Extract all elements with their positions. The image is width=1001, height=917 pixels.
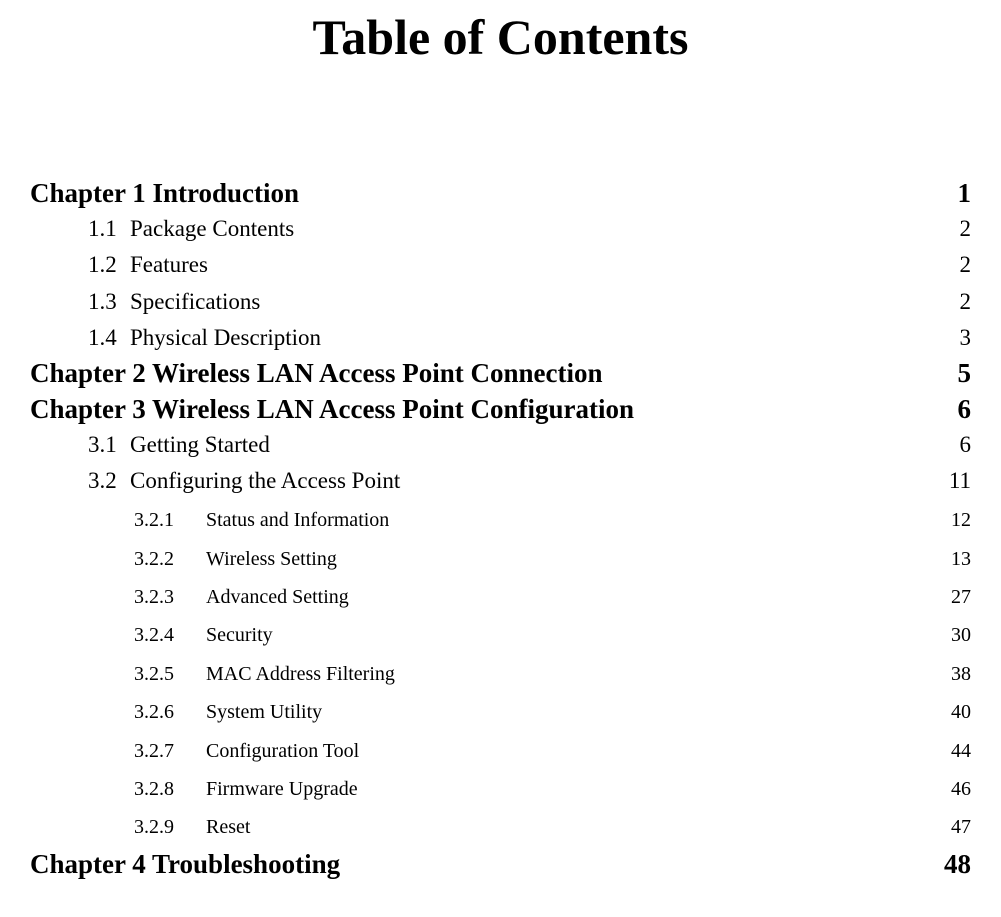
toc-num: 3.2.9 [134,808,206,846]
toc-label: 3.2.3Advanced Setting [134,578,349,616]
toc-num: 1.2 [88,247,130,283]
toc-num: Chapter 1 [30,178,146,208]
toc-entry-3-1: 3.1Getting Started 6 [30,427,971,463]
table-of-contents: Chapter 1 Introduction 1 1.1Package Cont… [30,176,971,882]
toc-num: 3.1 [88,427,130,463]
toc-text: Configuration Tool [206,740,359,762]
toc-page: 6 [954,392,972,427]
toc-label: 3.2.2Wireless Setting [134,540,337,578]
toc-num: Chapter 3 [30,394,146,424]
toc-entry-3-2-8: 3.2.8Firmware Upgrade 46 [30,770,971,808]
toc-text: Configuring the Access Point [130,468,400,493]
toc-page: 3 [956,320,972,356]
toc-page: 5 [954,356,972,391]
toc-text: Firmware Upgrade [206,778,358,800]
toc-page: 48 [940,847,971,882]
toc-entry-1-3: 1.3Specifications 2 [30,284,971,320]
toc-num: 3.2.5 [134,655,206,693]
toc-entry-1-2: 1.2Features 2 [30,247,971,283]
toc-entry-chapter-2: Chapter 2 Wireless LAN Access Point Conn… [30,356,971,391]
toc-text: Wireless Setting [206,548,337,570]
toc-entry-3-2-6: 3.2.6System Utility 40 [30,693,971,731]
toc-label: Chapter 1 Introduction [30,176,299,211]
toc-entry-1-1: 1.1Package Contents 2 [30,211,971,247]
toc-label: 1.4Physical Description [88,320,321,356]
toc-entry-3-2-4: 3.2.4Security 30 [30,616,971,654]
toc-label: Chapter 2 Wireless LAN Access Point Conn… [30,356,603,391]
toc-page: 11 [945,463,971,499]
toc-label: 3.2.7Configuration Tool [134,732,359,770]
toc-text: Specifications [130,289,260,314]
toc-page: 2 [956,247,972,283]
toc-page: 44 [947,732,971,770]
toc-entry-chapter-1: Chapter 1 Introduction 1 [30,176,971,211]
toc-num: 1.1 [88,211,130,247]
toc-page: 13 [947,540,971,578]
toc-label: 3.2.4Security [134,616,273,654]
toc-num: 3.2 [88,463,130,499]
toc-text: MAC Address Filtering [206,663,395,685]
toc-entry-3-2-1: 3.2.1Status and Information 12 [30,501,971,539]
toc-page: 38 [947,655,971,693]
toc-page: 12 [947,501,971,539]
toc-num: 3.2.6 [134,693,206,731]
toc-num: 1.4 [88,320,130,356]
toc-num: Chapter 4 [30,849,146,879]
toc-text: Status and Information [206,509,389,531]
toc-entry-3-2-2: 3.2.2Wireless Setting 13 [30,540,971,578]
toc-num: 3.2.4 [134,616,206,654]
toc-label: Chapter 3 Wireless LAN Access Point Conf… [30,392,634,427]
toc-num: 3.2.3 [134,578,206,616]
toc-entry-3-2: 3.2Configuring the Access Point 11 [30,463,971,499]
toc-text: Wireless LAN Access Point Connection [152,358,602,388]
toc-page: 2 [956,284,972,320]
toc-page: 6 [956,427,972,463]
toc-text: Advanced Setting [206,586,349,608]
toc-num: 3.2.7 [134,732,206,770]
toc-entry-3-2-5: 3.2.5MAC Address Filtering 38 [30,655,971,693]
toc-text: System Utility [206,701,322,723]
toc-num: 3.2.2 [134,540,206,578]
toc-entry-1-4: 1.4Physical Description 3 [30,320,971,356]
toc-num: 3.2.1 [134,501,206,539]
toc-text: Security [206,624,273,646]
toc-text: Troubleshooting [152,849,340,879]
toc-page: 2 [956,211,972,247]
toc-page: 46 [947,770,971,808]
toc-num: 1.3 [88,284,130,320]
toc-label: 3.2.6System Utility [134,693,322,731]
toc-entry-chapter-3: Chapter 3 Wireless LAN Access Point Conf… [30,392,971,427]
toc-label: 3.1Getting Started [88,427,270,463]
toc-text: Introduction [153,178,300,208]
toc-text: Package Contents [130,216,294,241]
toc-label: 1.1Package Contents [88,211,294,247]
toc-text: Physical Description [130,325,321,350]
toc-text: Features [130,252,208,277]
toc-label: 3.2Configuring the Access Point [88,463,400,499]
toc-page: 30 [947,616,971,654]
toc-num: 3.2.8 [134,770,206,808]
page-title: Table of Contents [30,8,971,66]
toc-text: Wireless LAN Access Point Configuration [152,394,634,424]
toc-label: 3.2.1Status and Information [134,501,389,539]
toc-page: 40 [947,693,971,731]
toc-label: 3.2.8Firmware Upgrade [134,770,358,808]
toc-label: 3.2.9Reset [134,808,250,846]
toc-label: 3.2.5MAC Address Filtering [134,655,395,693]
toc-label: Chapter 4 Troubleshooting [30,847,340,882]
toc-entry-chapter-4: Chapter 4 Troubleshooting 48 [30,847,971,882]
toc-num: Chapter 2 [30,358,146,388]
toc-label: 1.2Features [88,247,208,283]
toc-page: 27 [947,578,971,616]
toc-entry-3-2-9: 3.2.9Reset 47 [30,808,971,846]
toc-page: 47 [947,808,971,846]
toc-entry-3-2-7: 3.2.7Configuration Tool 44 [30,732,971,770]
toc-text: Reset [206,816,250,838]
toc-page: 1 [954,176,972,211]
toc-text: Getting Started [130,432,270,457]
toc-label: 1.3Specifications [88,284,260,320]
toc-entry-3-2-3: 3.2.3Advanced Setting 27 [30,578,971,616]
